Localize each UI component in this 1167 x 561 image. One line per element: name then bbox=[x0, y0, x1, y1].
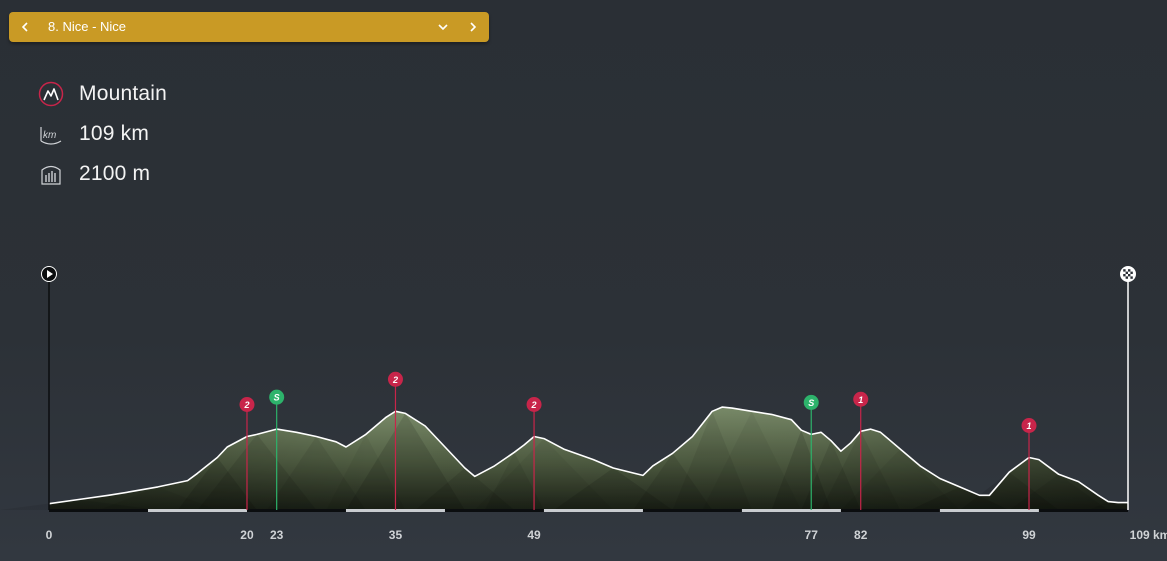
stage-type: Mountain bbox=[79, 82, 167, 105]
marker-label: 1 bbox=[1027, 421, 1032, 431]
elevation-row: 2100 m bbox=[37, 159, 150, 189]
terrain-facet bbox=[197, 434, 317, 510]
baseline-segment bbox=[741, 509, 841, 512]
marker-label: 1 bbox=[858, 395, 863, 405]
terrain-facet bbox=[702, 411, 802, 510]
baseline-segment bbox=[345, 509, 445, 512]
terrain-facet bbox=[266, 436, 366, 510]
marker-label: 2 bbox=[392, 375, 398, 385]
terrain-facet bbox=[0, 499, 158, 510]
stage-elevation: 2100 m bbox=[79, 162, 151, 185]
climb-marker[interactable]: 2 bbox=[526, 397, 542, 510]
stage-selector[interactable]: 8. Nice - Nice bbox=[9, 12, 489, 42]
km-label: 49 bbox=[527, 528, 541, 542]
marker-badge bbox=[853, 391, 869, 407]
terrain-facet bbox=[771, 430, 831, 510]
marker-label: S bbox=[274, 393, 280, 403]
chevron-right-icon[interactable] bbox=[461, 12, 485, 42]
climb-marker[interactable]: 1 bbox=[853, 391, 869, 510]
terrain-facet bbox=[484, 452, 544, 510]
marker-badge bbox=[239, 397, 255, 412]
chevron-left-icon[interactable] bbox=[13, 12, 37, 42]
elevation-icon bbox=[37, 160, 65, 188]
terrain-facet bbox=[1088, 501, 1128, 510]
terrain-facet bbox=[553, 468, 673, 510]
svg-text:km: km bbox=[43, 130, 56, 141]
climb-marker[interactable]: 2 bbox=[239, 397, 255, 510]
terrain-facet bbox=[672, 411, 752, 510]
terrain-facet bbox=[910, 486, 1010, 510]
marker-label: 2 bbox=[531, 400, 537, 410]
terrain-facet bbox=[1009, 474, 1109, 510]
baseline-segment bbox=[939, 509, 1039, 512]
stage-title: 8. Nice - Nice bbox=[48, 19, 127, 34]
climb-marker[interactable]: 2 bbox=[387, 371, 403, 510]
climb-marker[interactable]: 1 bbox=[1021, 418, 1037, 510]
terrain-facet bbox=[633, 453, 713, 510]
marker-label: 2 bbox=[243, 400, 249, 410]
km-label: 99 bbox=[1022, 528, 1036, 542]
km-label: 20 bbox=[240, 528, 254, 542]
km-label: 23 bbox=[270, 528, 284, 542]
distance-icon: km bbox=[37, 120, 65, 148]
km-label: 0 bbox=[46, 528, 53, 542]
marker-badge bbox=[269, 389, 285, 405]
terrain-facet bbox=[801, 440, 861, 510]
sprint-marker[interactable]: S bbox=[269, 389, 285, 510]
km-label: 82 bbox=[854, 528, 868, 542]
chevron-down-icon[interactable] bbox=[431, 12, 455, 42]
marker-badge bbox=[803, 394, 819, 410]
mountain-icon bbox=[37, 80, 65, 108]
terrain-facet bbox=[177, 457, 257, 510]
stage-distance: 109 km bbox=[79, 122, 150, 145]
marker-badge bbox=[387, 371, 403, 387]
sprint-marker[interactable]: S bbox=[803, 394, 819, 510]
terrain-facet bbox=[959, 472, 1059, 510]
checkered-flag-icon bbox=[1120, 266, 1136, 282]
baseline-segment bbox=[147, 509, 247, 512]
terrain-facet bbox=[326, 434, 406, 510]
baseline-segment bbox=[543, 509, 643, 512]
marker-badge bbox=[526, 397, 542, 412]
marker-label: S bbox=[808, 398, 814, 408]
distance-row: km 109 km bbox=[37, 119, 149, 149]
marker-badge bbox=[1021, 418, 1037, 433]
terrain-facet bbox=[474, 438, 614, 510]
km-label: 35 bbox=[389, 528, 403, 542]
stage-type-row: Mountain bbox=[37, 79, 167, 109]
terrain-facet bbox=[840, 449, 960, 510]
km-label: 109 km bbox=[1130, 528, 1167, 542]
play-icon bbox=[41, 266, 57, 282]
terrain-facet bbox=[98, 486, 218, 510]
km-label: 77 bbox=[805, 528, 819, 542]
terrain-facet bbox=[415, 468, 515, 510]
terrain-facet bbox=[346, 413, 465, 510]
